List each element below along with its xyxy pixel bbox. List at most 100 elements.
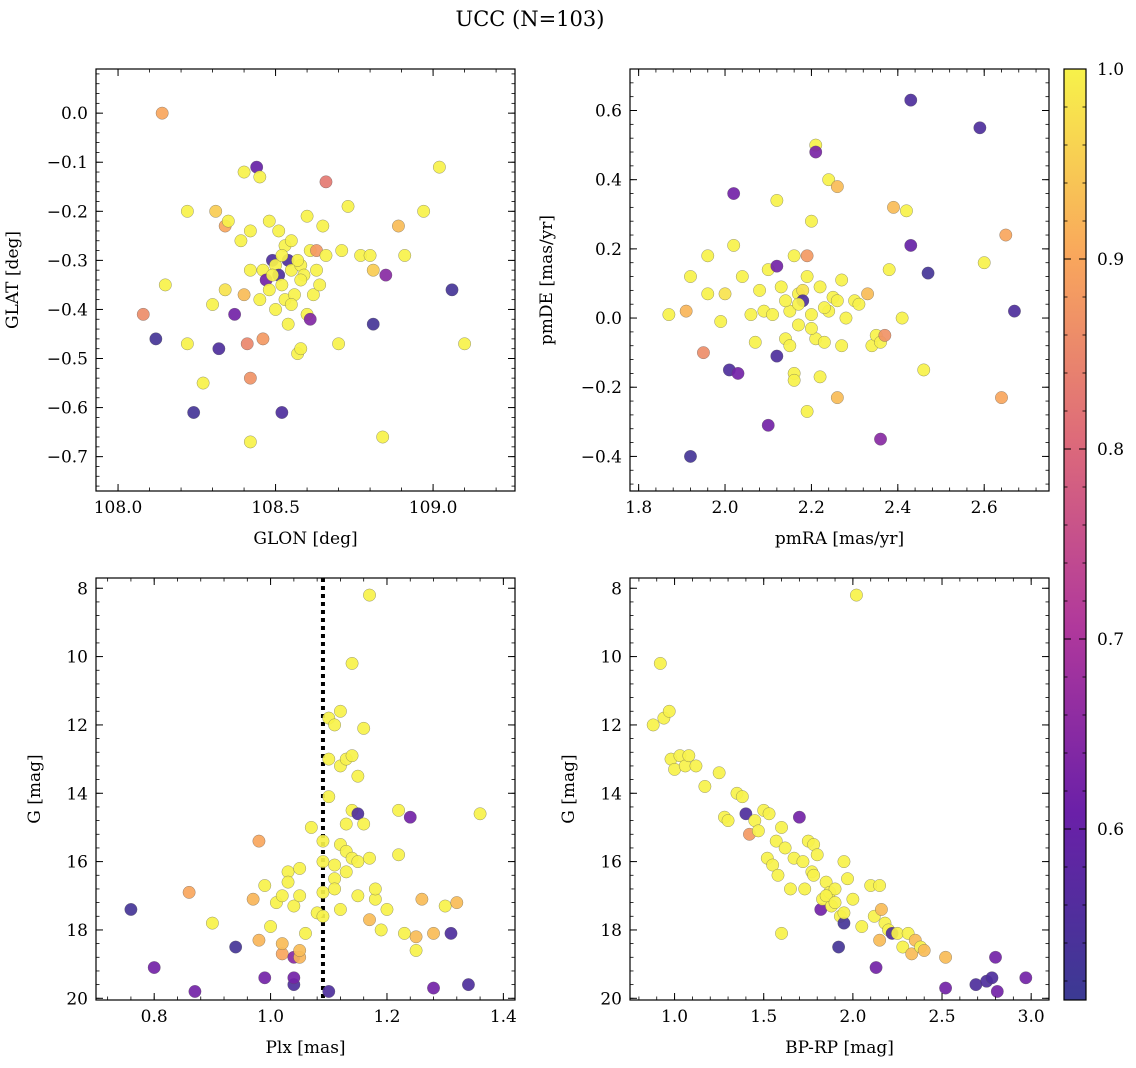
scatter-point	[269, 302, 283, 316]
scatter-point	[363, 588, 376, 602]
y-axis-label: G [mag]	[25, 754, 45, 823]
y-tick-label: 14	[600, 784, 622, 804]
scatter-point	[180, 204, 194, 218]
axes-frame	[629, 68, 1050, 492]
scatter-point	[322, 985, 336, 998]
scatter-point	[861, 287, 875, 301]
scatter-point	[253, 170, 267, 184]
scatter-point	[679, 304, 693, 318]
scatter-point	[822, 173, 836, 187]
scatter-point	[339, 865, 353, 879]
scatter-point	[798, 882, 812, 896]
colorbar-gradient	[1063, 68, 1087, 1001]
scatter-point	[293, 889, 307, 903]
scatter-point	[234, 234, 248, 248]
scatter-point	[379, 268, 393, 282]
scatter-points	[136, 106, 472, 449]
scatter-point	[714, 315, 728, 328]
scatter-point	[721, 814, 735, 828]
scatter-point	[182, 885, 196, 899]
scatter-point	[345, 656, 359, 670]
scatter-point	[333, 704, 347, 718]
scatter-point	[136, 307, 150, 321]
scatter-point	[275, 937, 289, 951]
scatter-point	[792, 318, 805, 332]
scatter-point	[284, 234, 298, 248]
scatter-points	[662, 93, 1021, 463]
scatter-point	[180, 337, 194, 351]
scatter-point	[328, 718, 342, 732]
scatter-point	[1007, 304, 1021, 318]
scatter-point	[252, 933, 266, 947]
scatter-point	[744, 308, 758, 322]
scatter-point	[796, 855, 810, 869]
x-tick-label: 2.0	[712, 498, 739, 518]
scatter-point	[753, 283, 767, 297]
scatter-point	[701, 287, 715, 301]
scatter-point	[310, 263, 323, 277]
scatter-point	[409, 930, 423, 944]
scatter-point	[882, 263, 896, 277]
scatter-point	[351, 807, 365, 821]
scatter-point	[684, 449, 697, 463]
scatter-point	[783, 339, 797, 353]
scatter-point	[417, 204, 431, 218]
scatter-point	[256, 332, 270, 346]
scatter-point	[316, 855, 330, 869]
scatter-point	[322, 752, 336, 766]
scatter-point	[807, 868, 821, 882]
scatter-point	[212, 342, 226, 356]
colorbar: 0.6 0.7 0.8 0.9 1.0	[1063, 60, 1124, 1001]
scatter-point	[646, 718, 660, 732]
scatter-point	[748, 335, 762, 349]
scatter-point	[293, 944, 307, 957]
scatter-point	[237, 165, 251, 179]
scatter-point	[921, 266, 935, 280]
scatter-point	[438, 899, 452, 913]
x-tick-label: 1.0	[257, 1007, 284, 1027]
scatter-point	[351, 769, 365, 783]
y-tick-label: 12	[66, 716, 88, 736]
scatter-point	[275, 889, 289, 903]
scatter-point	[887, 200, 900, 214]
scatter-point	[900, 204, 913, 218]
scatter-point	[380, 902, 394, 916]
scatter-point	[684, 270, 697, 283]
y-tick-label: 16	[600, 853, 622, 873]
scatter-point	[293, 861, 307, 875]
scatter-point	[855, 920, 869, 933]
y-tick-label: −0.5	[47, 350, 88, 370]
y-axis-label: G [mag]	[559, 754, 579, 823]
y-tick-label: 18	[600, 921, 622, 941]
x-tick-label: 108.5	[251, 498, 300, 518]
scatter-point	[735, 270, 749, 283]
scatter-point	[299, 926, 312, 940]
y-tick-label: −0.6	[47, 399, 88, 419]
scatter-point	[444, 926, 458, 940]
scatter-point	[770, 349, 784, 363]
scatter-point	[779, 294, 792, 308]
scatter-point	[662, 704, 676, 718]
scatter-point	[989, 950, 1002, 964]
y-tick-label: 10	[66, 648, 88, 668]
scatter-point	[345, 749, 359, 763]
colorbar-tick-label: 0.8	[1097, 440, 1124, 460]
scatter-point	[313, 278, 327, 292]
scatter-point	[221, 214, 235, 228]
scatter-point	[873, 879, 887, 892]
scatter-point	[828, 882, 842, 896]
scatter-point	[427, 981, 440, 995]
scatter-point	[873, 933, 887, 947]
scatter-point	[841, 872, 854, 886]
scatter-point	[846, 892, 860, 906]
scatter-point	[246, 892, 260, 906]
scatter-point	[403, 810, 417, 824]
scatter-point	[735, 790, 749, 804]
scatter-point	[804, 214, 818, 228]
y-tick-label: −0.4	[581, 447, 622, 467]
scatter-point	[999, 228, 1013, 242]
y-tick-label: −0.3	[47, 251, 88, 271]
scatter-point	[287, 971, 301, 985]
scatter-point	[149, 332, 163, 346]
